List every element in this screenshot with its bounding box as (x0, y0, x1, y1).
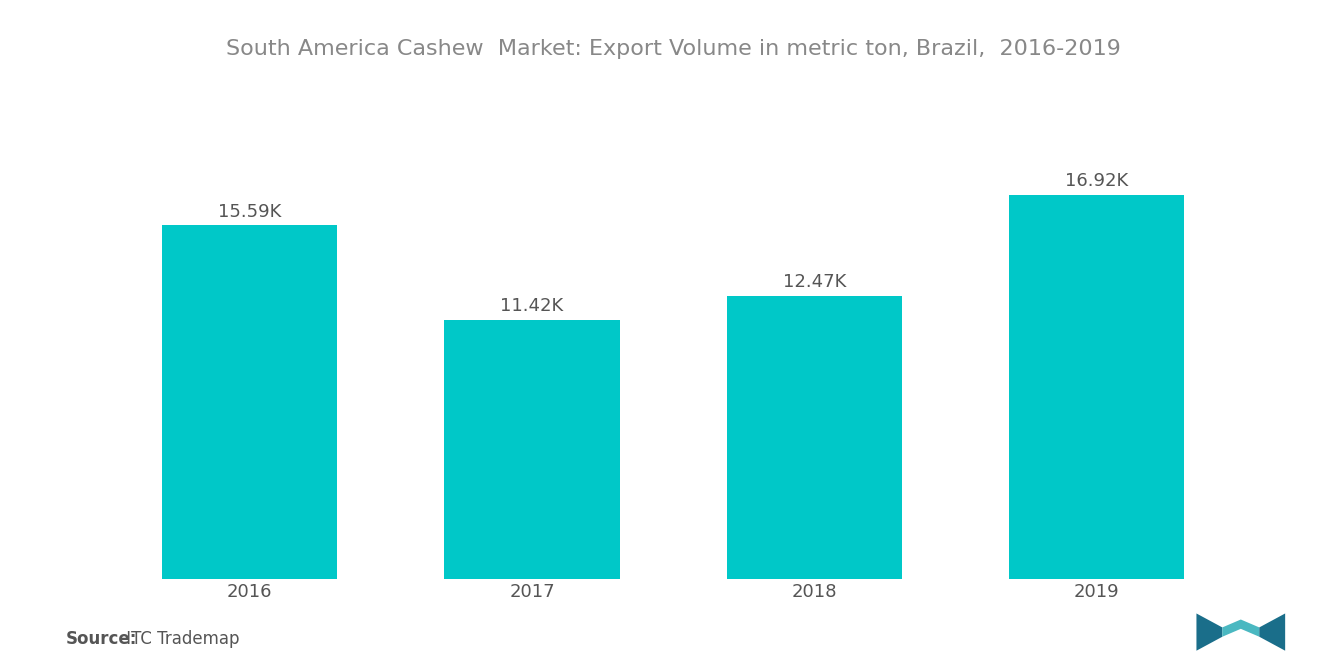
Text: 16.92K: 16.92K (1065, 172, 1129, 190)
Text: 15.59K: 15.59K (218, 203, 281, 221)
Text: Source:: Source: (66, 630, 137, 648)
Bar (162, 225, 337, 579)
Text: 12.47K: 12.47K (783, 273, 846, 291)
Bar (445, 320, 619, 579)
Text: 11.42K: 11.42K (500, 297, 564, 315)
Text: ITC Trademap: ITC Trademap (121, 630, 240, 648)
Bar (727, 296, 902, 579)
Bar (1010, 195, 1184, 579)
Polygon shape (1259, 613, 1286, 650)
Polygon shape (1196, 613, 1222, 650)
Title: South America Cashew  Market: Export Volume in metric ton, Brazil,  2016-2019: South America Cashew Market: Export Volu… (226, 39, 1121, 59)
Polygon shape (1222, 620, 1259, 637)
